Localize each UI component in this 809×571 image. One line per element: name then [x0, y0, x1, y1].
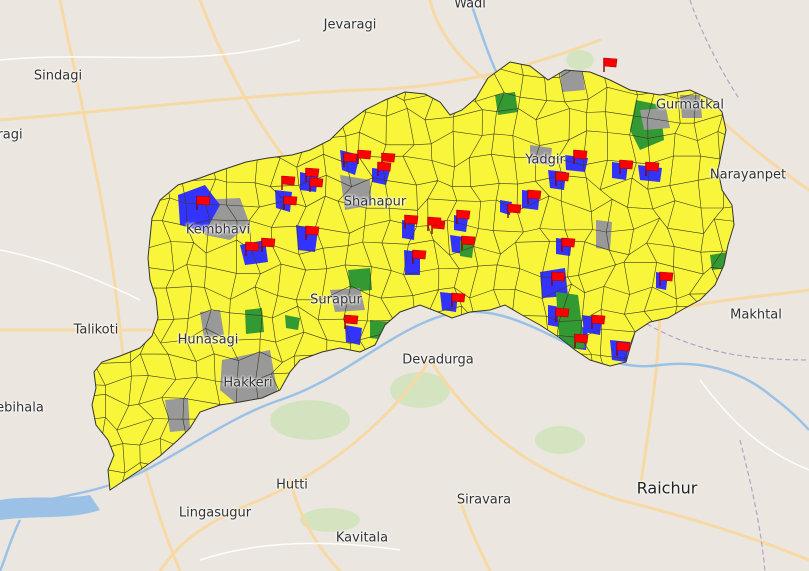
grey-region-6[interactable]: [340, 175, 372, 210]
flag-marker[interactable]: [357, 149, 372, 164]
grey-region-40[interactable]: [200, 310, 224, 338]
place-label-bagewadi: ragi: [0, 127, 23, 143]
place-label-talikoti: Talikoti: [73, 322, 119, 338]
place-label-siravara: Siravara: [456, 492, 512, 508]
place-label-surapur: Surapur: [310, 292, 362, 308]
flag-marker[interactable]: [456, 209, 471, 224]
place-label-nebihala: ebihala: [0, 400, 44, 416]
place-label-sindagi: Sindagi: [33, 68, 83, 84]
place-label-devadurga: Devadurga: [402, 352, 474, 368]
place-label-wadi: Wadi: [454, 0, 486, 12]
flag-marker[interactable]: [573, 149, 588, 164]
place-label-yadgir: Yadgir: [525, 152, 565, 168]
flag-marker[interactable]: [344, 314, 359, 329]
grey-region-37[interactable]: [560, 68, 585, 92]
flag-marker[interactable]: [555, 171, 570, 186]
flag-marker[interactable]: [461, 235, 476, 250]
flag-marker[interactable]: [574, 333, 589, 348]
place-label-hunasagi: Hunasagi: [177, 332, 239, 348]
flag-marker[interactable]: [261, 237, 276, 252]
flag-marker[interactable]: [196, 195, 211, 210]
flag-marker[interactable]: [645, 161, 660, 176]
flag-marker[interactable]: [451, 292, 466, 307]
flag-marker[interactable]: [309, 177, 324, 192]
flag-marker[interactable]: [659, 271, 674, 286]
flag-marker[interactable]: [245, 241, 260, 256]
place-label-jevaragi: Jevaragi: [323, 17, 377, 33]
green-region-31[interactable]: [348, 268, 372, 292]
place-label-makhtal: Makhtal: [730, 307, 782, 323]
grey-region-38[interactable]: [680, 95, 702, 118]
place-label-hutti: Hutti: [276, 477, 308, 493]
flag-marker[interactable]: [343, 152, 358, 167]
flag-marker[interactable]: [507, 203, 522, 218]
green-region-36[interactable]: [285, 315, 300, 330]
flag-marker[interactable]: [555, 307, 570, 322]
flag-marker[interactable]: [619, 159, 634, 174]
flag-marker[interactable]: [283, 195, 298, 210]
flag-marker[interactable]: [427, 216, 442, 231]
flag-marker[interactable]: [305, 225, 320, 240]
flag-marker[interactable]: [412, 249, 427, 264]
place-label-hakkeri: Hakkeri: [223, 375, 273, 391]
flag-marker[interactable]: [404, 214, 419, 229]
place-label-lingasugur: Lingasugur: [178, 505, 252, 521]
flag-marker[interactable]: [527, 189, 542, 204]
place-label-kavitala: Kavitala: [335, 530, 389, 546]
flag-marker[interactable]: [603, 57, 618, 72]
flag-marker[interactable]: [591, 314, 606, 329]
place-label-gurmatkal: Gurmatkal: [655, 97, 725, 113]
grey-region-41[interactable]: [220, 350, 278, 405]
blue-region-5[interactable]: [300, 172, 318, 192]
flag-marker[interactable]: [616, 341, 631, 356]
place-label-raichur: Raichur: [636, 478, 698, 498]
place-label-narayanpet: Narayanpet: [709, 167, 787, 183]
flag-marker[interactable]: [377, 161, 392, 176]
place-label-shahapur: Shahapur: [343, 194, 407, 210]
flag-marker[interactable]: [551, 271, 566, 286]
flag-marker[interactable]: [281, 175, 296, 190]
place-label-kembhavi: Kembhavi: [185, 222, 251, 238]
blue-region-8[interactable]: [372, 168, 390, 185]
flag-marker[interactable]: [561, 237, 576, 252]
blue-region-27[interactable]: [345, 325, 362, 345]
flag-marker[interactable]: [305, 167, 320, 182]
